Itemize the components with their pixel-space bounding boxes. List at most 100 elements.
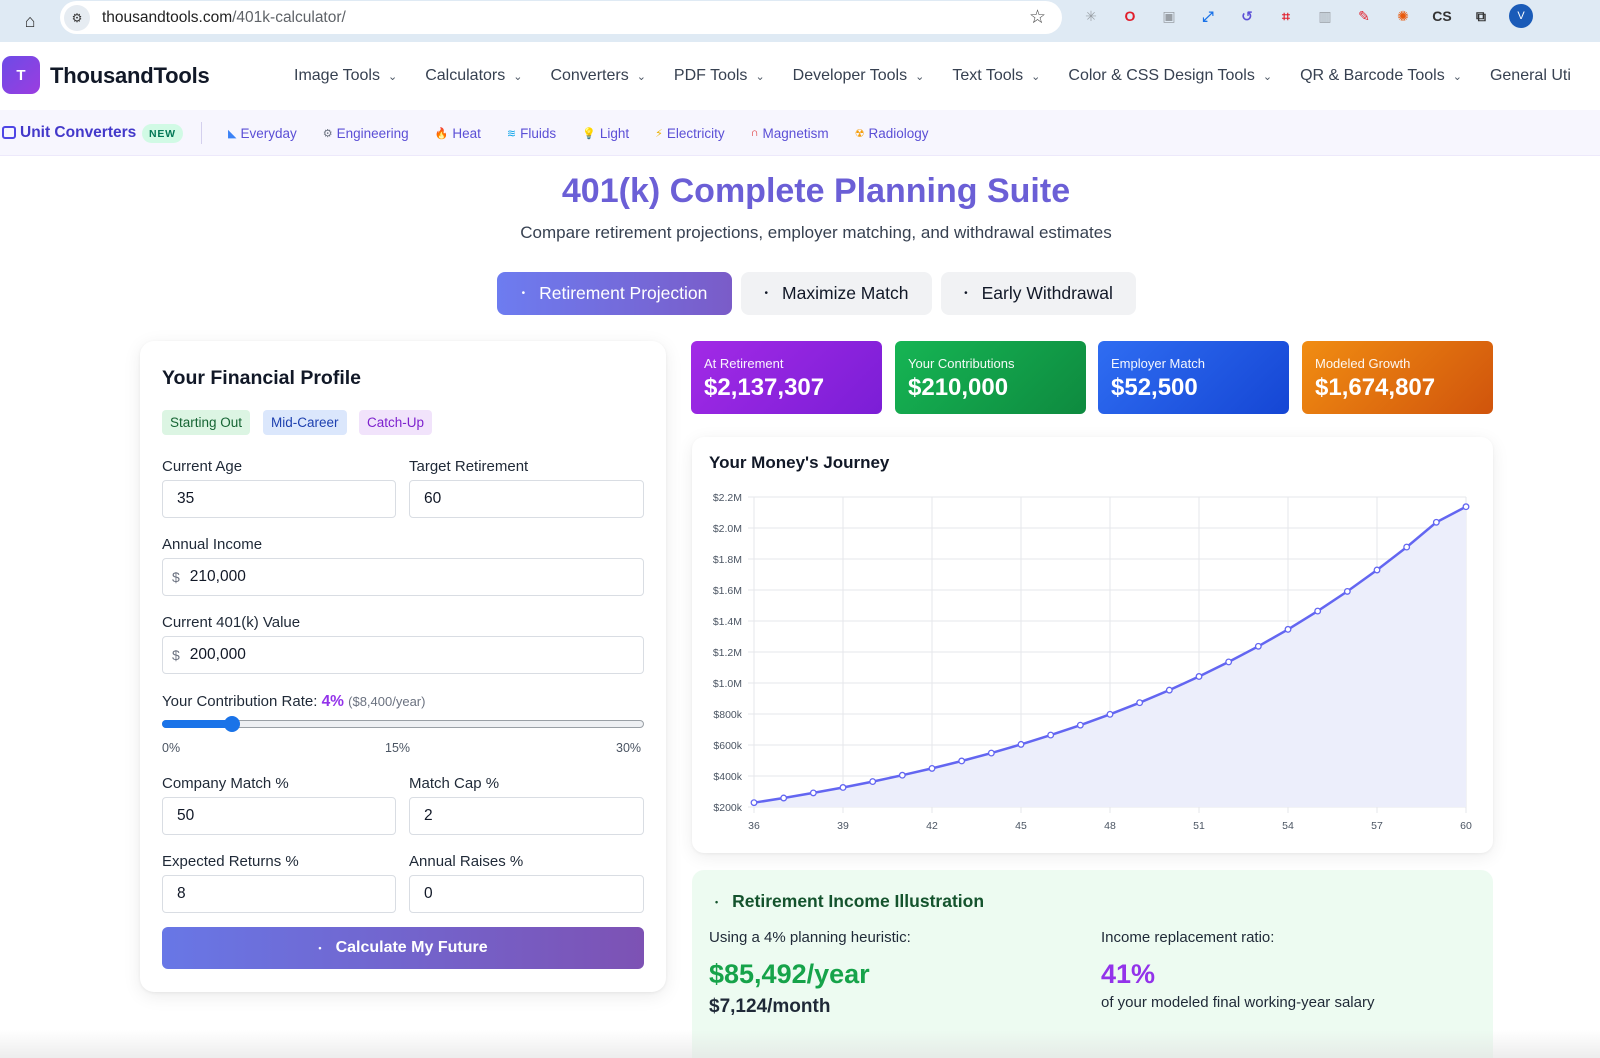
preset-mid-career[interactable]: Mid-Career <box>263 410 347 435</box>
bullet-icon: • <box>521 288 526 299</box>
data-point <box>780 794 788 802</box>
url-text[interactable]: thousandtools.com/401k-calculator/ <box>102 9 346 27</box>
tab-early-withdrawal[interactable]: • Early Withdrawal <box>941 272 1136 315</box>
address-bar[interactable]: ⚙ thousandtools.com/401k-calculator/ ☆ <box>60 1 1062 34</box>
profile-avatar[interactable]: V <box>1509 4 1533 28</box>
pen-ext-icon[interactable]: ✎ <box>1358 7 1370 24</box>
category-light[interactable]: 💡 Light <box>582 126 629 141</box>
nav-item-developer-tools[interactable]: Developer Tools ⌄ <box>793 67 925 85</box>
stat-modeled-growth: Modeled Growth $1,674,807 <box>1302 341 1493 414</box>
nav-item-qr-barcode-tools[interactable]: QR & Barcode Tools ⌄ <box>1300 67 1462 85</box>
nav-item-label: General Uti <box>1489 67 1571 84</box>
current-age-input[interactable]: 35 <box>162 480 396 518</box>
category-fluids[interactable]: ≋ Fluids <box>507 126 556 141</box>
expected-returns-label: Expected Returns % <box>162 853 299 870</box>
money-journey-chart-card: $200k $400k $600k $800k $1.0M $1.2M $1.4M $1.6M… <box>692 437 1493 853</box>
company-match-input[interactable]: 50 <box>162 797 396 835</box>
dollar-prefix: $ <box>172 647 180 663</box>
replacement-ratio-label: Income replacement ratio: <box>1101 929 1275 946</box>
financial-profile-card: Your Financial Profile Starting Out Mid-… <box>140 341 666 992</box>
puzzle-ext-icon[interactable]: ⧉ <box>1476 7 1486 24</box>
chevron-down-icon: ⌄ <box>755 70 765 83</box>
nav-item-converters[interactable]: Converters ⌄ <box>550 67 645 85</box>
annual-raises-label: Annual Raises % <box>409 853 524 870</box>
home-icon[interactable]: ⌂ <box>24 10 36 31</box>
bookmark-star-icon[interactable]: ☆ <box>1028 7 1046 28</box>
resize-ext-icon[interactable]: ⤢ <box>1202 7 1214 24</box>
current-401k-input[interactable]: $200,000 <box>162 636 644 674</box>
company-match-label: Company Match % <box>162 775 289 792</box>
pdf-ext-icon[interactable]: ▣ <box>1162 7 1176 24</box>
nav-item-label: Color & CSS Design Tools <box>1068 67 1255 84</box>
preset-starting-out[interactable]: Starting Out <box>162 410 251 435</box>
browser-toolbar: ⌂ ⚙ thousandtools.com/401k-calculator/ ☆… <box>0 0 1600 42</box>
data-point <box>809 789 817 797</box>
chevron-down-icon: ⌄ <box>513 70 523 83</box>
chevron-down-icon: ⌄ <box>1262 70 1273 83</box>
unit-converters-link[interactable]: Unit Converters <box>20 124 137 141</box>
y-tick-label: $2.0M <box>713 523 742 535</box>
category-heat[interactable]: 🔥 Heat <box>435 126 481 141</box>
annual-income-label: Annual Income <box>162 536 263 553</box>
data-point <box>1225 658 1233 666</box>
data-point <box>1106 710 1114 718</box>
brand-name[interactable]: ThousandTools <box>50 63 210 88</box>
data-point <box>1165 686 1173 694</box>
url-path: /401k-calculator/ <box>232 8 346 26</box>
category-electricity[interactable]: ⚡ Electricity <box>655 126 725 141</box>
spark-ext-icon[interactable]: ✺ <box>1397 7 1409 24</box>
category-everyday[interactable]: ◣ Everyday <box>228 126 297 141</box>
nav-item-calculators[interactable]: Calculators ⌄ <box>425 67 522 85</box>
opera-ext-icon[interactable]: O <box>1124 8 1136 24</box>
tab-maximize-match[interactable]: • Maximize Match <box>741 272 932 315</box>
extensions-bar: ✳ O ▣ ⤢ ↺ ⌗ ▥ ✎ ✺ CS ⧉ V <box>1080 0 1533 32</box>
x-tick-label: 45 <box>1015 820 1027 832</box>
y-tick-label: $1.0M <box>713 678 742 690</box>
annual-raises-input[interactable]: 0 <box>409 875 644 913</box>
main-nav: Image Tools ⌄ Calculators ⌄ Converters ⌄ PDF T… <box>294 42 1599 110</box>
nav-item-general-uti[interactable]: General Uti <box>1490 67 1571 85</box>
slider-tick-mid: 15% <box>385 741 411 755</box>
y-tick-label: $800k <box>713 709 742 721</box>
site-info-icon[interactable]: ⚙ <box>64 4 90 31</box>
bullet-icon: • <box>715 896 719 907</box>
preset-catch-up[interactable]: Catch-Up <box>359 410 433 435</box>
x-tick-label: 39 <box>837 820 849 832</box>
nav-item-label: QR & Barcode Tools <box>1300 67 1445 84</box>
income-title-text: Retirement Income Illustration <box>732 891 985 911</box>
category-radiology[interactable]: ☢ Radiology <box>855 126 929 141</box>
match-cap-input[interactable]: 2 <box>409 797 644 835</box>
logo-icon[interactable]: T <box>2 56 40 94</box>
expected-returns-input[interactable]: 8 <box>162 875 396 913</box>
card-title: Your Financial Profile <box>162 367 362 389</box>
nav-item-color-css-design-tools[interactable]: Color & CSS Design Tools ⌄ <box>1068 67 1272 85</box>
capture-ext-icon[interactable]: ⌗ <box>1282 7 1290 24</box>
target-retirement-input[interactable]: 60 <box>409 480 644 518</box>
data-point <box>1343 587 1351 595</box>
y-tick-label: $2.2M <box>713 492 742 504</box>
css-ext-icon[interactable]: CS <box>1432 8 1452 24</box>
nav-item-image-tools[interactable]: Image Tools ⌄ <box>294 67 397 85</box>
nav-item-text-tools[interactable]: Text Tools ⌄ <box>952 67 1040 85</box>
contribution-slider-thumb[interactable] <box>224 716 241 732</box>
nav-item-pdf-tools[interactable]: PDF Tools ⌄ <box>674 67 765 85</box>
fluids-icon: ≋ <box>506 127 517 140</box>
calculate-button[interactable]: • Calculate My Future <box>162 927 644 969</box>
reader-ext-icon[interactable]: ▥ <box>1318 7 1332 24</box>
x-tick-label: 57 <box>1371 820 1383 832</box>
tab-retirement-projection[interactable]: • Retirement Projection <box>497 272 732 315</box>
everyday-icon: ◣ <box>228 127 237 140</box>
data-point <box>1284 625 1292 633</box>
nav-item-label: Developer Tools <box>792 67 908 84</box>
annual-income-input[interactable]: $210,000 <box>162 558 644 596</box>
replacement-ratio-value: 41% <box>1101 959 1156 989</box>
income-title: • Retirement Income Illustration <box>715 891 984 912</box>
history-ext-icon[interactable]: ↺ <box>1241 7 1253 24</box>
y-tick-label: $1.2M <box>713 647 742 659</box>
cursor-ext-icon[interactable]: ✳ <box>1085 7 1097 24</box>
category-engineering[interactable]: ⚙ Engineering <box>323 126 409 141</box>
x-tick-label: 36 <box>748 820 760 832</box>
category-magnetism[interactable]: ∩ Magnetism <box>751 126 829 141</box>
money-journey-chart[interactable]: $200k $400k $600k $800k $1.0M $1.2M $1.4M $1.6M… <box>692 437 1493 853</box>
tab-label: Maximize Match <box>782 283 909 303</box>
